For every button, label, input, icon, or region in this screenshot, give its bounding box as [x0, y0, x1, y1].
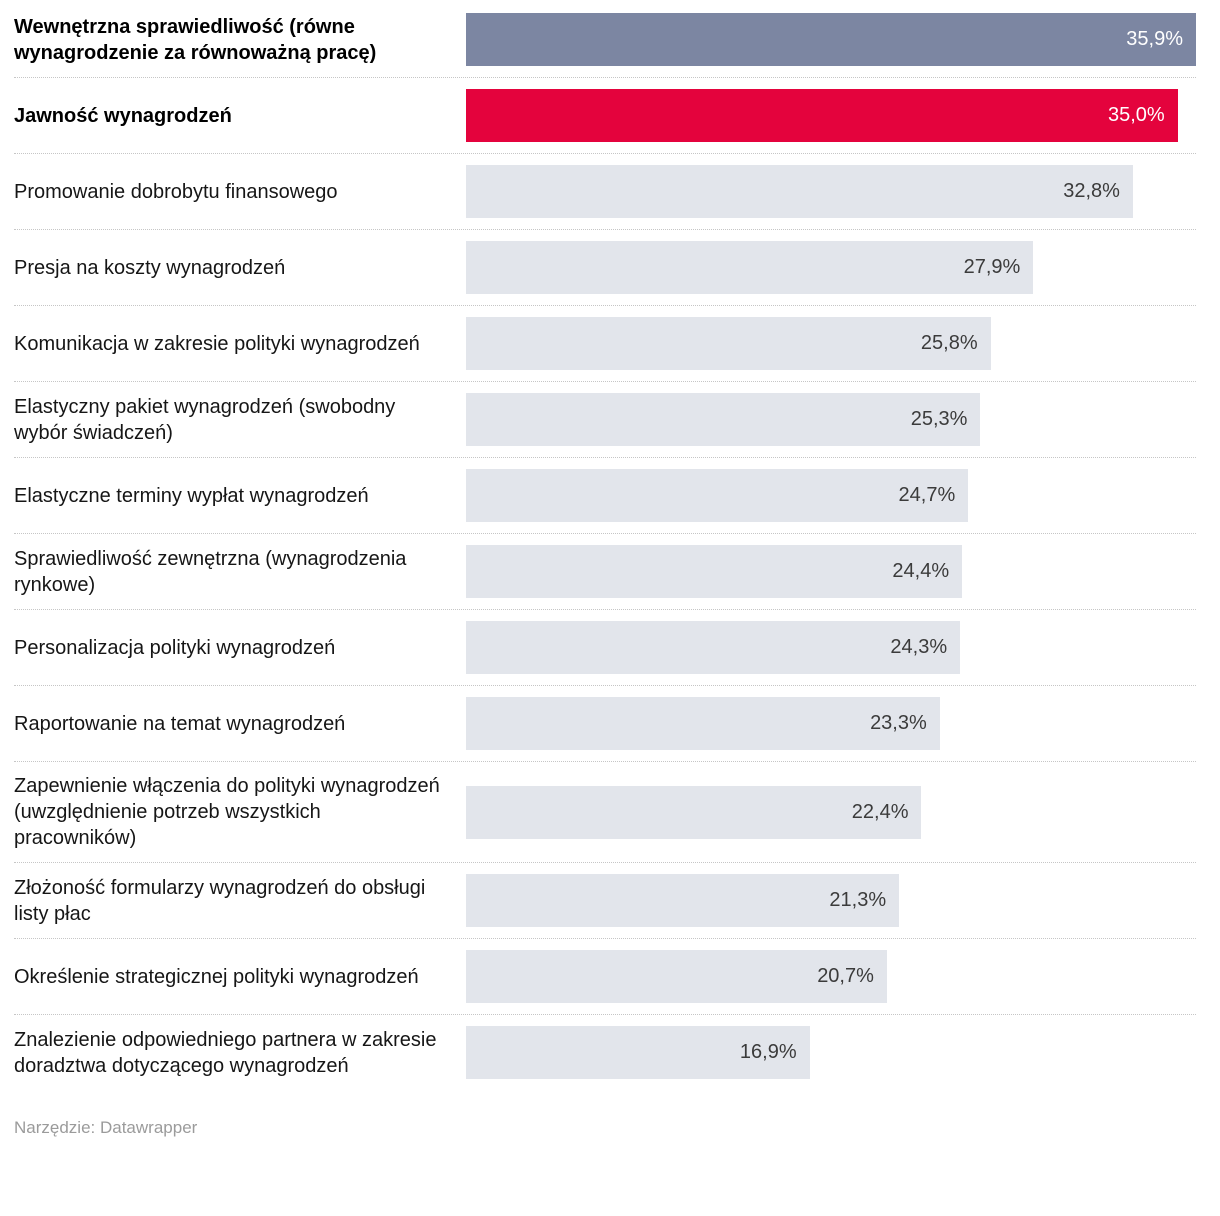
value-label: 35,0%: [1107, 104, 1165, 126]
value-label: 20,7%: [817, 965, 874, 987]
chart-row: Elastyczny pakiet wynagrodzeń (swobodny …: [14, 381, 1196, 457]
chart-row: Raportowanie na temat wynagrodzeń 23,3%: [14, 685, 1196, 761]
bar-track: 32,8%: [466, 165, 1196, 218]
bar[interactable]: 24,3%: [466, 621, 961, 674]
bar[interactable]: 24,7%: [466, 469, 969, 522]
bar-track: 16,9%: [466, 1026, 1196, 1079]
bar-track: 24,3%: [466, 621, 1196, 674]
value-label: 27,9%: [963, 256, 1021, 278]
chart-row: Sprawiedliwość zewnętrzna (wynagrodzenia…: [14, 533, 1196, 609]
bar[interactable]: 20,7%: [466, 950, 887, 1003]
chart-row: Złożoność formularzy wynagrodzeń do obsł…: [14, 862, 1196, 938]
bar-track: 25,8%: [466, 317, 1196, 370]
bar-track: 22,4%: [466, 785, 1196, 839]
value-label: 21,3%: [829, 889, 887, 911]
chart-row: Elastyczne terminy wypłat wynagrodzeń 24,…: [14, 457, 1196, 533]
bar-chart: Wewnętrzna sprawiedliwość (równe wynagro…: [14, 2, 1196, 1137]
bar-track: 25,3%: [466, 393, 1196, 446]
bar[interactable]: 23,3%: [466, 697, 940, 750]
chart-rows: Wewnętrzna sprawiedliwość (równe wynagro…: [14, 2, 1196, 1090]
bar-track: 24,4%: [466, 545, 1196, 598]
bar-track: 35,9%: [466, 13, 1196, 66]
category-label: Raportowanie na temat wynagrodzeń: [14, 712, 346, 735]
value-label: 16,9%: [739, 1041, 797, 1063]
chart-row: Jawność wynagrodzeń 35,0%: [14, 77, 1196, 153]
category-label: Elastyczny pakiet wynagrodzeń (swobodny …: [14, 395, 396, 444]
chart-row: Komunikacja w zakresie polityki wynagrod…: [14, 305, 1196, 381]
chart-row: Określenie strategicznej polityki wynagr…: [14, 938, 1196, 1014]
source-note: Narzędzie: Datawrapper: [14, 1118, 198, 1137]
category-label: Komunikacja w zakresie polityki wynagrod…: [14, 332, 420, 355]
bar-track: 35,0%: [466, 89, 1196, 142]
bar[interactable]: 24,4%: [466, 545, 963, 598]
bar[interactable]: 22,4%: [466, 785, 922, 839]
chart-row: Presja na koszty wynagrodzeń 27,9%: [14, 229, 1196, 305]
bar-track: 21,3%: [466, 874, 1196, 927]
value-label: 32,8%: [1063, 180, 1120, 202]
bar[interactable]: 21,3%: [466, 874, 900, 927]
category-label: Promowanie dobrobytu finansowego: [14, 180, 338, 203]
chart-row: Personalizacja polityki wynagrodzeń 24,3%: [14, 609, 1196, 685]
chart-row: Wewnętrzna sprawiedliwość (równe wynagro…: [14, 2, 1196, 77]
category-label: Znalezienie odpowiedniego partnera w zak…: [14, 1028, 437, 1077]
value-label: 24,3%: [890, 636, 948, 658]
value-label: 25,3%: [910, 408, 968, 430]
value-label: 22,4%: [851, 800, 909, 823]
category-label: Presja na koszty wynagrodzeń: [14, 256, 286, 279]
value-label: 35,9%: [1126, 28, 1183, 50]
chart-row: Zapewnienie włączenia do polityki wynagr…: [14, 761, 1196, 862]
value-label: 24,7%: [898, 484, 956, 506]
value-label: 24,4%: [892, 560, 950, 582]
bar[interactable]: 27,9%: [466, 241, 1034, 294]
category-label: Wewnętrzna sprawiedliwość (równe wynagro…: [14, 15, 377, 64]
value-label: 25,8%: [920, 332, 978, 354]
bar[interactable]: 25,3%: [466, 393, 981, 446]
category-label: Złożoność formularzy wynagrodzeń do obsł…: [14, 876, 426, 925]
bar-track: 20,7%: [466, 950, 1196, 1003]
category-label: Określenie strategicznej polityki wynagr…: [14, 965, 419, 988]
category-label: Zapewnienie włączenia do polityki wynagr…: [14, 775, 440, 849]
chart-row: Znalezienie odpowiedniego partnera w zak…: [14, 1014, 1196, 1090]
category-label: Sprawiedliwość zewnętrzna (wynagrodzenia…: [14, 547, 407, 596]
bar[interactable]: 16,9%: [466, 1026, 810, 1079]
bar[interactable]: 32,8%: [466, 165, 1133, 218]
value-label: 23,3%: [870, 712, 927, 734]
category-label: Personalizacja polityki wynagrodzeń: [14, 636, 336, 659]
bar[interactable]: 35,9%: [466, 13, 1196, 66]
category-label: Elastyczne terminy wypłat wynagrodzeń: [14, 484, 369, 507]
bar[interactable]: 25,8%: [466, 317, 991, 370]
bar-track: 24,7%: [466, 469, 1196, 522]
chart-row: Promowanie dobrobytu finansowego 32,8%: [14, 153, 1196, 229]
category-label: Jawność wynagrodzeń: [14, 104, 232, 127]
bar[interactable]: 35,0%: [466, 89, 1178, 142]
bar-track: 27,9%: [466, 241, 1196, 294]
bar-track: 23,3%: [466, 697, 1196, 750]
